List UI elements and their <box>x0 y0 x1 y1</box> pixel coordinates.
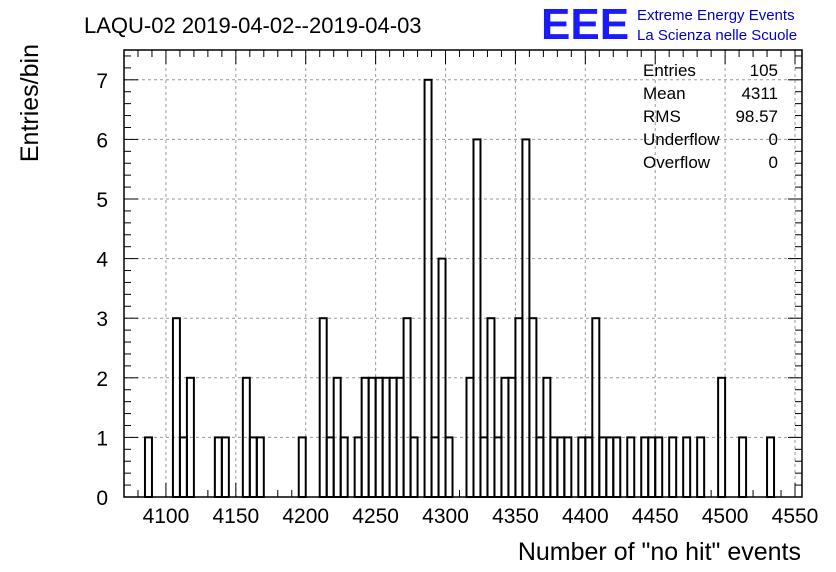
histogram-bin <box>535 436 545 498</box>
logo-letters: EEE <box>541 0 629 49</box>
stats-value: 0 <box>769 153 778 172</box>
logo-line-1: Extreme Energy Events <box>637 7 795 24</box>
stats-label: Entries <box>643 61 696 80</box>
stats-value: 4311 <box>741 84 778 103</box>
x-tick-label: 4450 <box>632 505 679 528</box>
y-axis-label: Entries/bin <box>16 44 44 162</box>
histogram-bin <box>738 436 748 498</box>
histogram-bin <box>248 436 258 498</box>
histogram-bin <box>654 436 664 498</box>
stats-value: 105 <box>750 61 778 80</box>
histogram-bin <box>339 436 349 498</box>
histogram-bin <box>598 436 608 498</box>
histogram-bin <box>479 436 489 498</box>
histogram-bin <box>591 317 601 499</box>
histogram-bin <box>766 436 776 498</box>
stats-label: Underflow <box>643 130 720 149</box>
plot-frame <box>123 49 803 498</box>
tick-labels: 4100 4150 4200 4250 4300 4350 4400 4450 4500 4550… <box>96 70 818 528</box>
histogram-bin <box>493 436 503 498</box>
x-tick-label: 4350 <box>492 505 539 528</box>
stats-value: 98.57 <box>735 107 778 126</box>
histogram-bin <box>612 436 622 498</box>
histogram-bin <box>444 436 454 498</box>
histogram-bin <box>430 436 440 498</box>
y-tick-label: 1 <box>96 427 108 450</box>
x-axis-label: Number of "no hit" events <box>518 538 801 566</box>
histogram-bin <box>682 436 692 498</box>
histogram-bin <box>584 436 594 498</box>
histogram-bin <box>577 436 587 498</box>
x-tick-label: 4400 <box>562 505 609 528</box>
y-tick-label: 2 <box>96 368 108 391</box>
stats-value: 0 <box>769 130 778 149</box>
histogram-bin <box>640 436 650 498</box>
eee-logo: EEE Extreme Energy Events La Scienza nel… <box>541 0 797 49</box>
stats-label: Mean <box>643 84 686 103</box>
histogram-bin <box>171 317 181 499</box>
histogram-bin <box>605 436 615 498</box>
x-tick-label: 4500 <box>702 505 749 528</box>
histogram-bin <box>213 436 223 498</box>
histogram-bin <box>556 436 566 498</box>
x-tick-label: 4250 <box>352 505 399 528</box>
histogram-bin <box>409 436 419 498</box>
histogram-bin <box>402 317 412 499</box>
y-tick-label: 0 <box>96 487 108 510</box>
x-tick-label: 4150 <box>212 505 259 528</box>
grid-lines <box>124 50 802 497</box>
histogram-bin <box>318 317 328 499</box>
y-tick-label: 3 <box>96 308 108 331</box>
histogram-bin <box>563 436 573 498</box>
histogram-bin <box>668 436 678 498</box>
x-tick-label: 4550 <box>772 505 819 528</box>
histogram-bin <box>528 317 538 499</box>
x-tick-label: 4200 <box>282 505 329 528</box>
histogram-bin <box>549 436 559 498</box>
histogram-bin <box>696 436 706 498</box>
histogram-bin <box>353 436 363 498</box>
histogram-bin <box>143 436 153 498</box>
chart-title: LAQU-02 2019-04-02--2019-04-03 <box>84 13 422 38</box>
histogram-bin <box>297 436 307 498</box>
y-tick-label: 4 <box>96 249 108 272</box>
stats-label: RMS <box>643 107 681 126</box>
stats-box: Entries 105 Mean 4311 RMS 98.57 Underflow 0 Over… <box>643 61 778 172</box>
histogram-bin <box>626 436 636 498</box>
logo-line-2: La Scienza nelle Scuole <box>637 27 797 44</box>
y-tick-label: 5 <box>96 189 108 212</box>
stats-label: Overflow <box>643 153 711 172</box>
histogram-bin <box>220 436 230 498</box>
x-tick-label: 4300 <box>422 505 469 528</box>
histogram-bin <box>423 78 433 499</box>
y-tick-label: 7 <box>96 70 108 93</box>
histogram-bin <box>486 317 496 499</box>
histogram-bin <box>178 436 188 498</box>
histogram-bin <box>514 317 524 499</box>
histogram-bin <box>325 436 335 498</box>
histogram-bin <box>255 436 265 498</box>
axis-ticks <box>123 50 802 498</box>
x-tick-label: 4100 <box>143 505 190 528</box>
y-tick-label: 6 <box>96 129 108 152</box>
histogram-bin <box>647 436 657 498</box>
